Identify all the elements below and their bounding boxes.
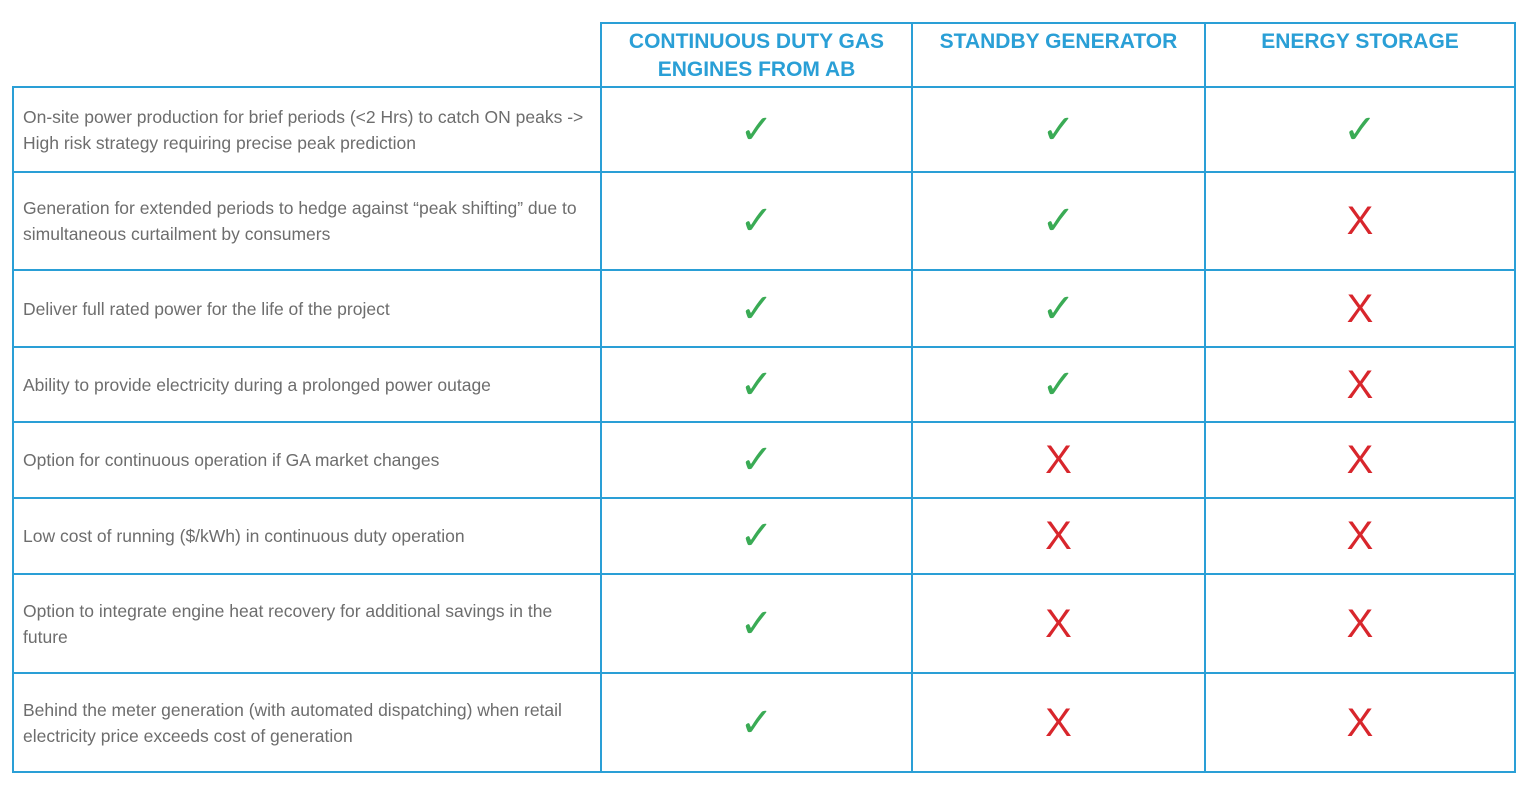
mark-cell-energy-storage: X xyxy=(1204,171,1516,271)
mark-cell-standby-generator: ✓ xyxy=(911,171,1206,271)
column-header-gas-engines: CONTINUOUS DUTY GAS ENGINES FROM AB xyxy=(600,22,913,88)
check-icon: ✓ xyxy=(1041,199,1076,243)
table-row: Generation for extended periods to hedge… xyxy=(12,171,1516,271)
mark-cell-standby-generator: X xyxy=(911,421,1206,499)
column-header-energy-storage: ENERGY STORAGE xyxy=(1204,22,1516,88)
mark-cell-energy-storage: X xyxy=(1204,346,1516,423)
mark-cell-energy-storage: X xyxy=(1204,269,1516,348)
mark-cell-gas-engines: ✓ xyxy=(600,573,913,674)
feature-label: Behind the meter generation (with automa… xyxy=(12,672,602,773)
check-icon: ✓ xyxy=(1041,362,1076,407)
table-body: On-site power production for brief perio… xyxy=(12,86,1516,773)
feature-label: On-site power production for brief perio… xyxy=(12,86,602,173)
table-row: Behind the meter generation (with automa… xyxy=(12,672,1516,773)
comparison-table: CONTINUOUS DUTY GAS ENGINES FROM AB STAN… xyxy=(12,22,1516,773)
mark-cell-gas-engines: ✓ xyxy=(600,269,913,348)
table-row: Deliver full rated power for the life of… xyxy=(12,269,1516,348)
table-row: Option for continuous operation if GA ma… xyxy=(12,421,1516,499)
mark-cell-standby-generator: X xyxy=(911,497,1206,575)
cross-icon: X xyxy=(1346,199,1374,243)
mark-cell-energy-storage: ✓ xyxy=(1204,86,1516,173)
check-icon: ✓ xyxy=(1041,286,1076,331)
column-header-standby-generator: STANDBY GENERATOR xyxy=(911,22,1206,88)
check-icon: ✓ xyxy=(739,601,774,646)
table-row: Ability to provide electricity during a … xyxy=(12,346,1516,423)
cross-icon: X xyxy=(1346,700,1374,745)
cross-icon: X xyxy=(1346,514,1374,558)
mark-cell-energy-storage: X xyxy=(1204,573,1516,674)
check-icon: ✓ xyxy=(739,286,774,331)
cross-icon: X xyxy=(1045,438,1072,482)
table-row: Option to integrate engine heat recovery… xyxy=(12,573,1516,674)
check-icon: ✓ xyxy=(739,438,774,482)
feature-label: Generation for extended periods to hedge… xyxy=(12,171,602,271)
check-icon: ✓ xyxy=(739,107,774,152)
mark-cell-standby-generator: ✓ xyxy=(911,269,1206,348)
cross-icon: X xyxy=(1346,438,1374,482)
feature-label: Low cost of running ($/kWh) in continuou… xyxy=(12,497,602,575)
check-icon: ✓ xyxy=(1041,107,1076,152)
mark-cell-gas-engines: ✓ xyxy=(600,497,913,575)
check-icon: ✓ xyxy=(1343,107,1377,152)
mark-cell-gas-engines: ✓ xyxy=(600,346,913,423)
table-row: Low cost of running ($/kWh) in continuou… xyxy=(12,497,1516,575)
feature-label: Ability to provide electricity during a … xyxy=(12,346,602,423)
check-icon: ✓ xyxy=(739,700,774,745)
check-icon: ✓ xyxy=(739,199,774,243)
cross-icon: X xyxy=(1346,286,1374,331)
feature-label: Option to integrate engine heat recovery… xyxy=(12,573,602,674)
header-row: CONTINUOUS DUTY GAS ENGINES FROM AB STAN… xyxy=(13,22,1516,88)
mark-cell-gas-engines: ✓ xyxy=(600,86,913,173)
mark-cell-energy-storage: X xyxy=(1204,497,1516,575)
cross-icon: X xyxy=(1346,601,1374,646)
mark-cell-standby-generator: ✓ xyxy=(911,346,1206,423)
cross-icon: X xyxy=(1045,601,1072,646)
mark-cell-gas-engines: ✓ xyxy=(600,672,913,773)
mark-cell-standby-generator: X xyxy=(911,672,1206,773)
mark-cell-energy-storage: X xyxy=(1204,672,1516,773)
mark-cell-gas-engines: ✓ xyxy=(600,171,913,271)
mark-cell-gas-engines: ✓ xyxy=(600,421,913,499)
mark-cell-standby-generator: X xyxy=(911,573,1206,674)
mark-cell-energy-storage: X xyxy=(1204,421,1516,499)
cross-icon: X xyxy=(1045,514,1072,558)
corner-cell xyxy=(13,23,602,88)
cross-icon: X xyxy=(1045,700,1072,745)
check-icon: ✓ xyxy=(739,514,774,558)
feature-label: Option for continuous operation if GA ma… xyxy=(12,421,602,499)
table-row: On-site power production for brief perio… xyxy=(12,86,1516,173)
cross-icon: X xyxy=(1346,362,1374,407)
check-icon: ✓ xyxy=(739,362,774,407)
feature-label: Deliver full rated power for the life of… xyxy=(12,269,602,348)
mark-cell-standby-generator: ✓ xyxy=(911,86,1206,173)
